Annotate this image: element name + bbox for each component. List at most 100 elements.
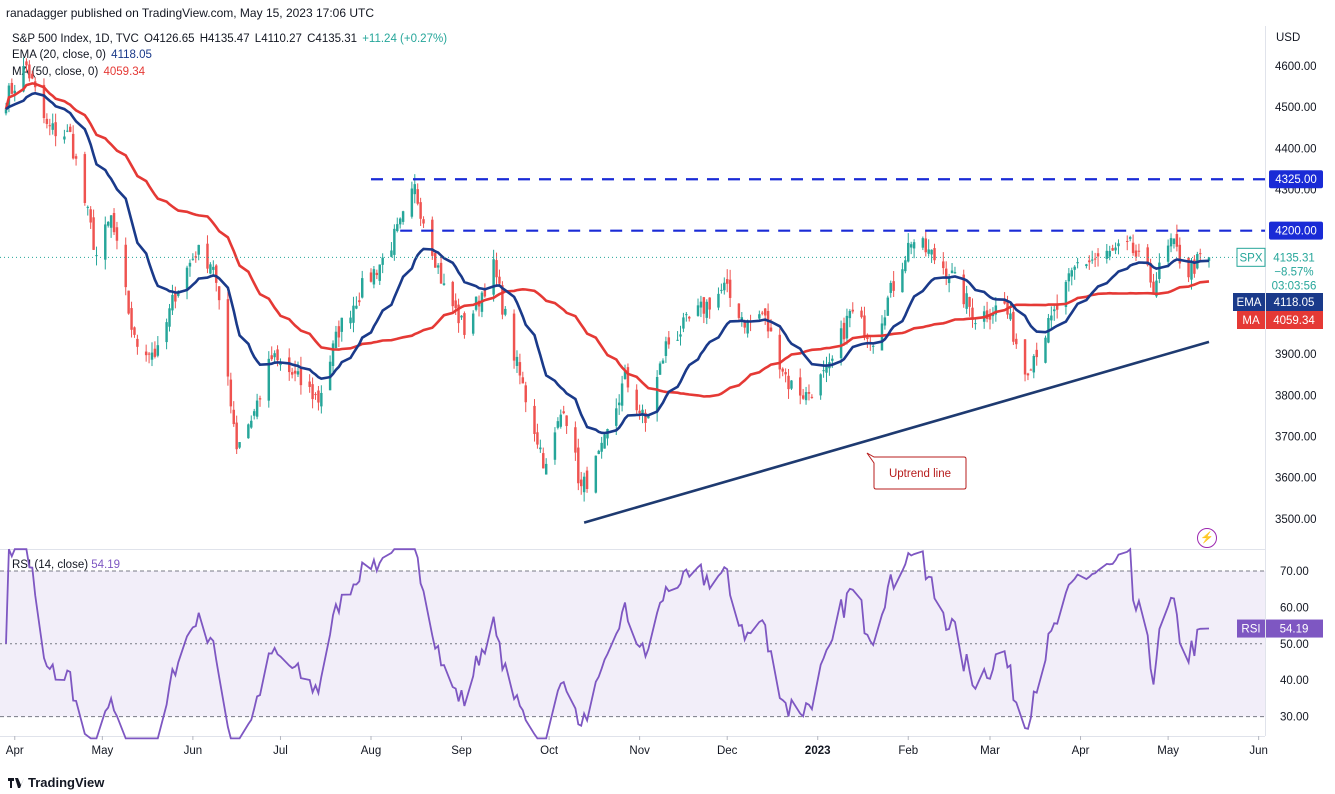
candle-body [763,308,767,316]
candle-body [296,371,300,375]
uptrend-line [583,340,1210,524]
candle-body [1146,247,1149,266]
candle-body [504,308,507,315]
price-tick-label: 4400.00 [1275,143,1317,155]
candle-body [1155,280,1158,297]
candle-body [1029,369,1033,371]
candle-body [737,303,741,318]
price-pane [4,57,1211,502]
candle-body [623,371,627,380]
candle-body [1134,250,1138,257]
candle-body [965,293,968,309]
candle-body [232,409,235,425]
candle-body [308,381,311,387]
candle-body [688,316,691,319]
candle-body [144,351,148,356]
ema-value-text: 4118.05 [1274,297,1315,309]
candle-body [542,453,545,469]
candle-body [28,64,31,79]
candle-body [696,305,700,316]
candle-body [1093,258,1097,260]
candle-body [495,260,498,278]
candle-body [358,300,361,303]
candle-body [994,305,998,315]
candle-body [483,289,487,297]
candle-body [950,270,954,274]
candle-body [258,398,262,400]
candle-body [515,356,519,366]
candle-body [369,272,373,282]
candle-body [603,434,606,449]
candle-body [51,123,54,130]
candle-body [1193,259,1196,274]
spx-change-text: −8.57% [1274,266,1313,278]
price-legend: S&P 500 Index, 1D, TVC O4126.65 H4135.47… [12,33,447,45]
candle-body [22,65,25,92]
candle-body [454,300,457,308]
ema-legend: EMA (20, close, 0) 4118.05 [12,49,152,61]
candle-body [842,322,846,340]
candle-body [1026,373,1030,376]
time-tick-label: Apr [6,745,24,757]
candle-body [676,339,679,341]
candle-body [831,358,834,361]
candle-body [1187,257,1190,278]
candle-body [1085,264,1088,267]
candle-body [974,323,977,325]
time-tick-label: Apr [1072,745,1090,757]
footer-brand: TradingView [8,775,104,790]
candle-body [553,432,557,460]
candle-body [293,370,297,374]
candle-body [866,337,869,340]
spx-value-text: 4135.31 [1273,252,1315,264]
candle-body [638,410,641,414]
candle-body [574,427,577,453]
time-tick-label: Nov [629,745,650,757]
candle-body [521,377,525,384]
candle-body [761,312,764,314]
candle-body [1044,337,1047,363]
level-tag-text: 4325.00 [1275,174,1317,186]
candle-body [667,337,671,345]
publisher-line: ranadagger published on TradingView.com,… [6,6,375,20]
candle-body [720,289,723,291]
candle-body [804,392,808,401]
candle-body [436,265,440,268]
candle-body [434,253,437,268]
candle-body [1067,273,1071,282]
candle-body [863,315,866,338]
candle-body [95,255,98,257]
candle-body [270,355,273,360]
candle-body [1090,259,1094,261]
currency-label[interactable]: USD [1276,32,1301,44]
candle-body [655,376,659,412]
candle-body [559,414,563,427]
rsi-legend-value: 54.19 [91,559,121,571]
candle-body [299,366,303,386]
candle-body [439,262,443,284]
candle-body [743,320,746,328]
candle-body [585,470,589,489]
candle-body [1023,339,1027,375]
candle-body [953,272,957,274]
candle-body [89,209,92,223]
candle-body [188,262,192,267]
lightning-icon[interactable]: ⚡ [1197,528,1217,548]
rsi-name-text: RSI [1241,624,1260,636]
ma-value: 4059.34 [103,66,146,78]
candle-body [518,362,522,376]
rsi-tick-label: 40.00 [1280,675,1309,687]
rsi-tick-label: 70.00 [1280,566,1309,578]
candle-body [1128,237,1132,239]
candle-body [848,310,852,319]
candle-body [725,279,729,284]
candle-body [705,301,709,318]
candle-body [904,260,907,272]
candle-body [1190,262,1193,280]
time-tick-label: May [91,745,113,757]
candle-body [1088,260,1091,263]
candle-body [819,374,822,396]
ma-value-text: 4059.34 [1273,315,1315,327]
spx-name-text: SPX [1239,252,1262,264]
